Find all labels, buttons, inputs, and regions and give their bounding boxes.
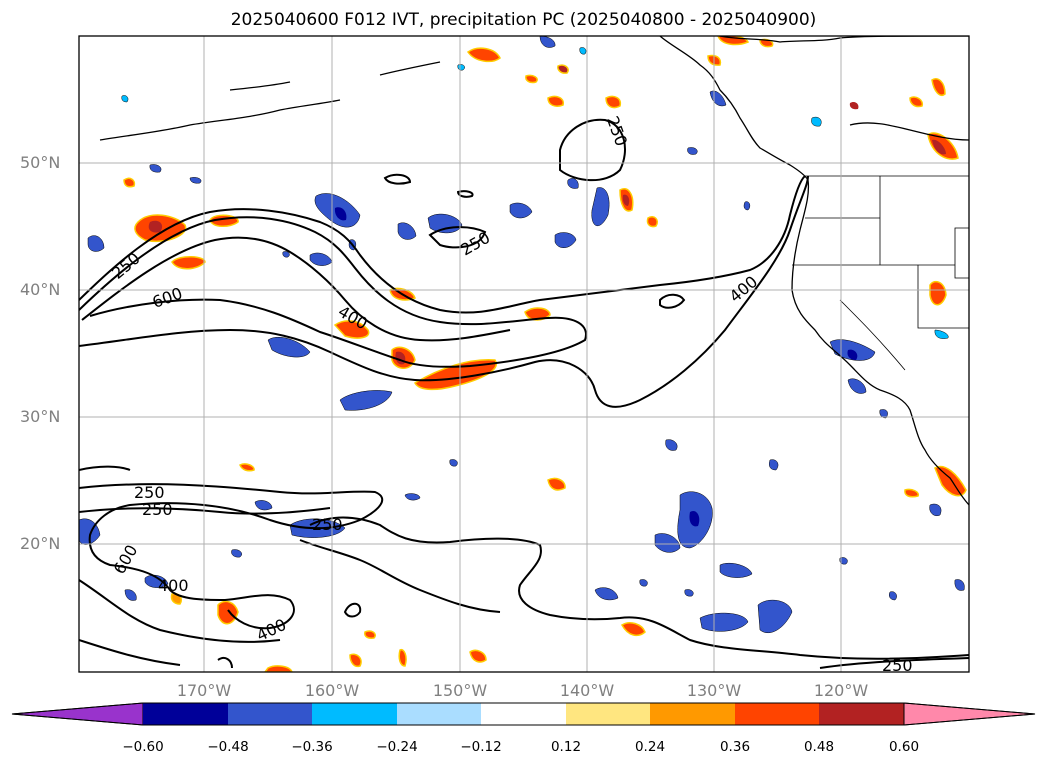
colorbar-tick-label: 0.48: [803, 739, 835, 755]
precip-cool-regions: [79, 36, 965, 634]
colorbar-extend-high: [903, 702, 1036, 726]
colorbar-segment: [650, 703, 735, 725]
lat-label-20n: 20°N: [20, 534, 61, 553]
contour-label-250: 250: [882, 656, 913, 675]
colorbar-segment: [143, 703, 228, 725]
colorbar-tick-label: −0.60: [122, 739, 164, 755]
colorbar-segment: [397, 703, 481, 725]
lon-label-150w: 150°W: [432, 681, 488, 700]
colorbar-tick-label: 0.60: [888, 739, 920, 755]
graticule: [79, 36, 969, 672]
lon-label-140w: 140°W: [559, 681, 615, 700]
lon-label-130w: 130°W: [686, 681, 742, 700]
colorbar-tick-label: 0.12: [550, 739, 582, 755]
colorbar-segment: [481, 703, 566, 725]
colorbar-segment: [312, 703, 397, 725]
colorbar-tick-label: −0.48: [207, 739, 249, 755]
contour-label-250: 250: [312, 515, 343, 534]
colorbar-extend-low: [11, 702, 144, 726]
colorbar-tick-label: 0.24: [634, 739, 666, 755]
lat-label-40n: 40°N: [20, 280, 61, 299]
lon-label-160w: 160°W: [304, 681, 360, 700]
contour-label-250: 250: [134, 483, 165, 502]
map-frame: [78, 35, 970, 673]
colorbar-segment: [819, 703, 904, 725]
colorbar: [11, 702, 1036, 726]
colorbar-segment: [228, 703, 312, 725]
contour-label-400: 400: [158, 576, 189, 595]
state-borders: [792, 175, 969, 371]
contour-label-600: 600: [150, 284, 185, 312]
contour-label-250: 250: [457, 228, 493, 260]
lat-label-30n: 30°N: [20, 407, 61, 426]
colorbar-tick-label: 0.36: [719, 739, 751, 755]
colorbar-segment: [735, 703, 819, 725]
contour-label-250: 250: [603, 113, 631, 148]
colorbar-tick-label: −0.24: [376, 739, 418, 755]
lon-label-170w: 170°W: [176, 681, 232, 700]
contour-label-600: 600: [110, 541, 142, 577]
coastline: [99, 36, 969, 506]
ivt-contours: [79, 118, 969, 669]
lon-label-120w: 120°W: [813, 681, 869, 700]
lat-label-50n: 50°N: [20, 153, 61, 172]
contour-label-250: 250: [142, 500, 173, 519]
contour-label-400: 400: [726, 272, 762, 306]
colorbar-segment: [566, 703, 650, 725]
colorbar-tick-label: −0.36: [291, 739, 333, 755]
colorbar-tick-label: −0.12: [460, 739, 502, 755]
map-title: 2025040600 F012 IVT, precipitation PC (2…: [230, 10, 817, 30]
precip-warm-regions: [123, 36, 967, 672]
